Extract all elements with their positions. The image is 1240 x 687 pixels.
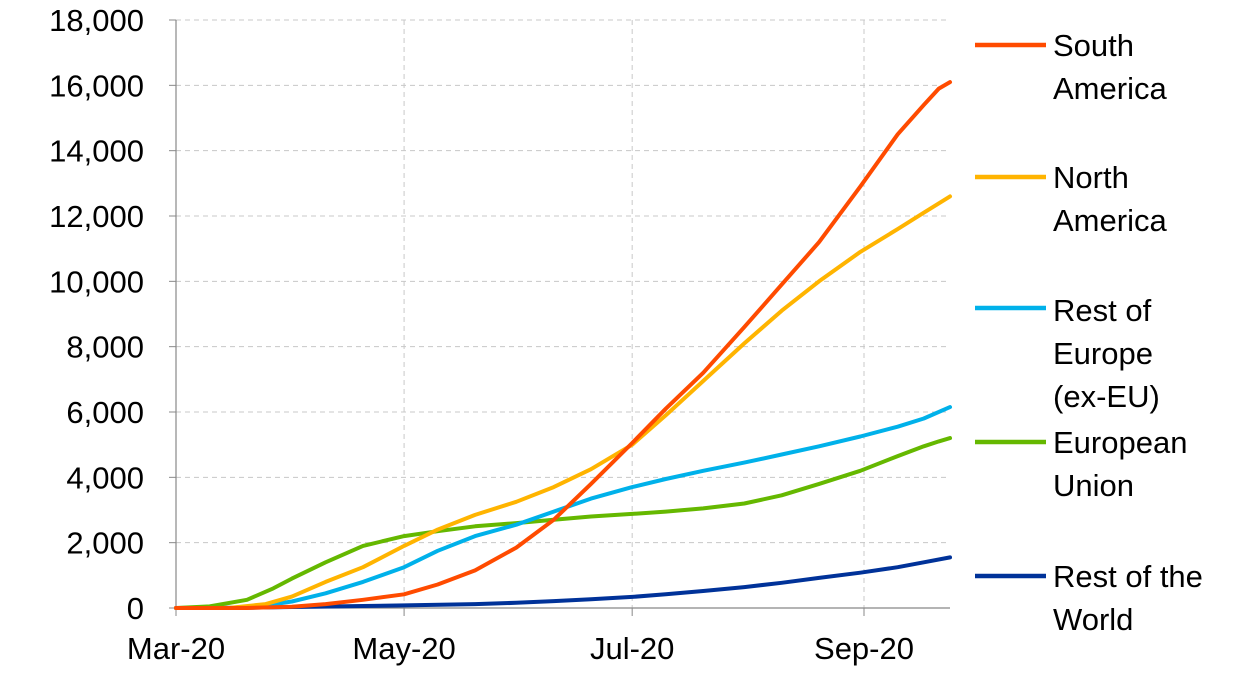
y-tick-label: 0 [127, 591, 144, 626]
legend-label-line: South [1053, 28, 1134, 63]
legend-label-line: World [1053, 602, 1133, 637]
y-tick-label: 8,000 [66, 330, 144, 365]
x-tick-label: Mar-20 [127, 631, 225, 666]
y-tick-label: 6,000 [66, 395, 144, 430]
y-tick-label: 12,000 [49, 199, 144, 234]
series-line [174, 80, 952, 610]
gridlines [176, 19, 950, 608]
y-tick-label: 10,000 [49, 264, 144, 299]
legend-label: North America [1053, 160, 1167, 238]
legend-label-line: Rest of [1053, 293, 1152, 328]
x-tick-label: Sep-20 [814, 631, 914, 666]
legend: South America North America Rest of Europe (ex… [975, 28, 1203, 637]
legend-label-line: America [1053, 71, 1167, 106]
axes: 0 2,000 4,000 6,000 8,000 10,000 12,000 14,000 1… [49, 3, 950, 666]
x-tick-label: Jul-20 [590, 631, 674, 666]
y-tick-label: 16,000 [49, 68, 144, 103]
legend-label-line: North [1053, 160, 1129, 195]
series-line [174, 436, 952, 610]
legend-label-line: Union [1053, 468, 1134, 503]
legend-label: European Union [1053, 425, 1187, 503]
y-tick-label: 18,000 [49, 3, 144, 38]
y-tick-label: 14,000 [49, 134, 144, 169]
series-line [174, 194, 952, 610]
legend-label-line: Europe [1053, 336, 1153, 371]
series-lines [174, 80, 952, 610]
legend-label-line: European [1053, 425, 1187, 460]
series-line [174, 555, 952, 610]
y-tick-label: 2,000 [66, 526, 144, 561]
legend-label: Rest of Europe (ex-EU) [1053, 293, 1160, 414]
legend-label-line: America [1053, 203, 1167, 238]
legend-label-line: Rest of the [1053, 559, 1203, 594]
legend-label-line: (ex-EU) [1053, 379, 1160, 414]
y-tick-label: 4,000 [66, 460, 144, 495]
legend-label: Rest of the World [1053, 559, 1203, 637]
series-line [174, 405, 952, 610]
legend-label: South America [1053, 28, 1167, 106]
x-tick-label: May-20 [352, 631, 455, 666]
